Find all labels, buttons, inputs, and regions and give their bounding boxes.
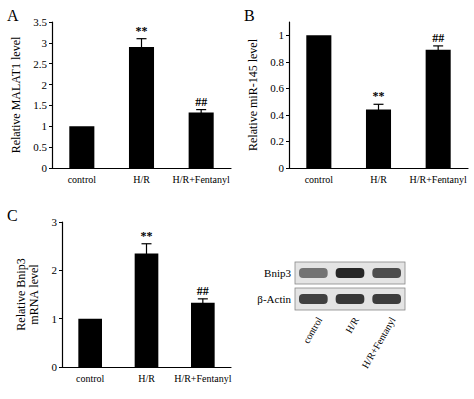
svg-text:**: ** [141, 229, 153, 243]
svg-text:3: 3 [52, 216, 58, 228]
svg-text:0.5: 0.5 [33, 141, 47, 153]
svg-text:control: control [301, 315, 325, 345]
svg-text:B: B [244, 7, 255, 24]
svg-text:Relative miR-145 level: Relative miR-145 level [246, 38, 260, 151]
svg-text:##: ## [195, 95, 207, 109]
svg-text:0: 0 [42, 162, 48, 174]
svg-text:mRNA level: mRNA level [27, 264, 41, 325]
svg-text:H/R: H/R [133, 174, 150, 185]
svg-text:C: C [7, 207, 18, 224]
svg-text:control: control [68, 174, 97, 185]
svg-text:control: control [305, 174, 334, 185]
svg-text:H/R: H/R [370, 174, 387, 185]
svg-text:**: ** [373, 89, 385, 103]
svg-text:0.6: 0.6 [270, 82, 284, 94]
svg-text:1: 1 [42, 120, 48, 132]
svg-text:A: A [7, 7, 19, 24]
svg-text:2: 2 [42, 79, 48, 91]
svg-text:H/R+Fentanyl: H/R+Fentanyl [359, 315, 397, 370]
svg-text:0.2: 0.2 [270, 135, 284, 147]
svg-text:Bnip3: Bnip3 [264, 267, 291, 279]
svg-text:0: 0 [52, 361, 58, 373]
svg-text:2.5: 2.5 [33, 58, 47, 70]
svg-text:2: 2 [52, 264, 58, 276]
svg-text:H/R+Fentanyl: H/R+Fentanyl [174, 373, 232, 384]
svg-text:0.8: 0.8 [270, 56, 284, 68]
svg-text:0: 0 [279, 162, 285, 174]
svg-text:3.5: 3.5 [33, 16, 47, 28]
svg-text:Relative MALAT1 level: Relative MALAT1 level [9, 36, 23, 153]
svg-text:##: ## [432, 31, 444, 45]
svg-text:β-Actin: β-Actin [257, 293, 291, 305]
svg-text:H/R: H/R [343, 315, 361, 335]
svg-text:##: ## [197, 284, 209, 298]
svg-text:0.4: 0.4 [270, 109, 284, 121]
svg-text:1: 1 [279, 29, 285, 41]
svg-text:3: 3 [42, 37, 48, 49]
svg-text:**: ** [136, 24, 148, 38]
svg-text:control: control [76, 373, 105, 384]
svg-text:H/R+Fentanyl: H/R+Fentanyl [410, 174, 468, 185]
svg-text:1: 1 [52, 313, 58, 325]
svg-text:Relative Bnip3: Relative Bnip3 [14, 258, 28, 330]
svg-text:1.5: 1.5 [33, 99, 47, 111]
svg-text:H/R+Fentanyl: H/R+Fentanyl [173, 174, 231, 185]
svg-text:H/R: H/R [138, 373, 155, 384]
